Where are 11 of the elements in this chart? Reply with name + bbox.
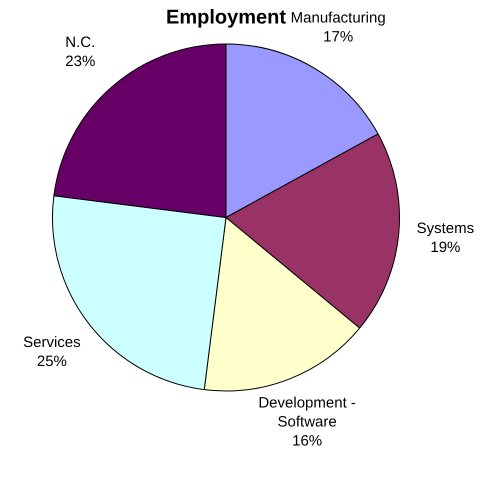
- data-label: 17%: [323, 28, 354, 46]
- chart-title: Employment: [166, 6, 286, 29]
- slice-label: Services: [23, 334, 81, 352]
- slice-label: Systems: [416, 220, 474, 237]
- slice-label: N.C.: [65, 34, 96, 51]
- data-label: 19%: [430, 238, 460, 256]
- data-label: 25%: [36, 353, 67, 370]
- slice-label: Manufacturing: [290, 9, 386, 26]
- slice-label: Development - Software: [258, 394, 356, 431]
- data-label: 23%: [65, 52, 96, 70]
- data-label: 16%: [292, 432, 322, 450]
